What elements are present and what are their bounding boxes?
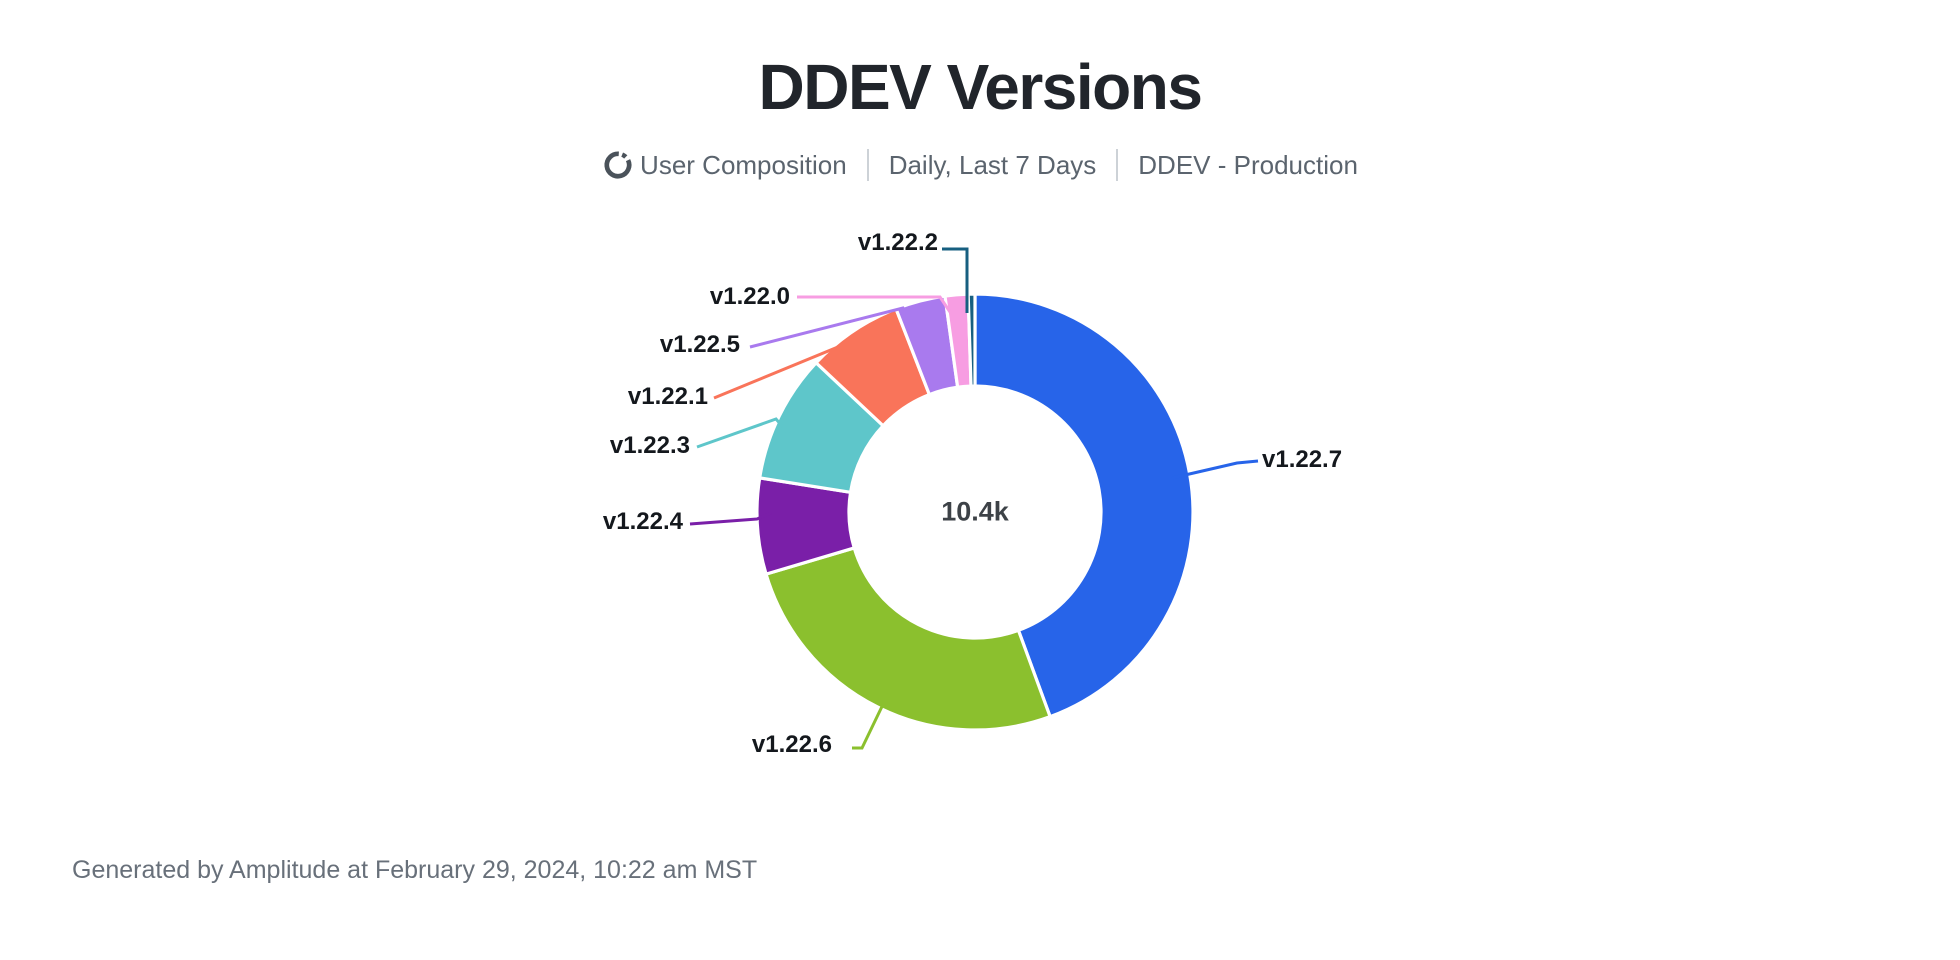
chart-type-label: User Composition <box>640 149 847 180</box>
date-range-label: Daily, Last 7 Days <box>888 149 1097 180</box>
slice-label-v1227: v1.22.7 <box>1262 446 1343 473</box>
leader-line <box>852 693 890 750</box>
donut-center-total: 10.4k <box>941 496 1009 527</box>
slice-label-v1225: v1.22.5 <box>659 331 740 358</box>
slice-label-v1220: v1.22.0 <box>709 283 790 310</box>
leader-line <box>942 247 969 313</box>
leader-line <box>1171 459 1259 480</box>
leader-line <box>696 417 791 449</box>
chart-title: DDEV Versions <box>758 51 1203 123</box>
leader-line <box>713 345 851 400</box>
slice-label-v1223: v1.22.3 <box>609 432 690 459</box>
chart-subtitle: User Composition Daily, Last 7 Days DDEV… <box>0 146 1960 184</box>
donut-slice-v1.22.2[interactable] <box>966 292 977 388</box>
generated-by-note: Generated by Amplitude at February 29, 2… <box>72 856 758 884</box>
subtitle-divider <box>1116 149 1119 181</box>
slice-label-v1224: v1.22.4 <box>602 508 683 535</box>
leader-line <box>689 511 772 526</box>
donut-slice-v1.22.6[interactable] <box>764 546 1052 732</box>
user-composition-donut-icon <box>604 151 632 179</box>
subtitle-divider <box>866 149 869 181</box>
slice-label-v1226: v1.22.6 <box>751 731 832 758</box>
slice-label-v1222: v1.22.2 <box>857 229 938 256</box>
leader-line <box>749 306 915 349</box>
slice-label-v1221: v1.22.1 <box>627 383 708 410</box>
project-label: DDEV - Production <box>1138 149 1358 180</box>
leader-line <box>797 295 952 313</box>
donut-slice-v1.22.7[interactable] <box>973 292 1195 719</box>
chart-type-segment: User Composition <box>602 149 847 181</box>
